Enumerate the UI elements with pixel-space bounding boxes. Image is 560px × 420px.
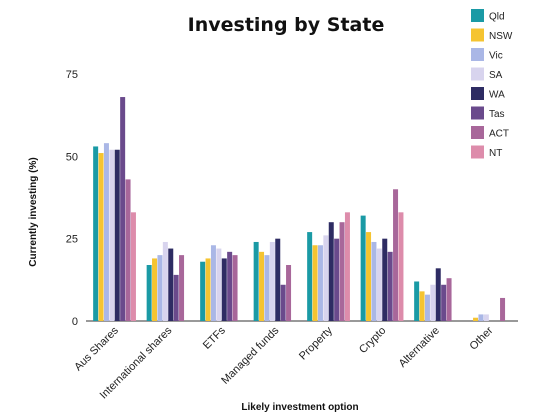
bar-nt-5	[398, 212, 404, 321]
legend-label-qld: Qld	[489, 12, 505, 23]
bar-tas-1	[173, 274, 179, 321]
bar-tas-2	[227, 251, 233, 321]
x-tick-label: Crypto	[357, 325, 388, 356]
bar-sa-4	[323, 235, 329, 321]
y-axis: 0 25 50 75	[66, 69, 78, 328]
legend-swatch-qld	[471, 9, 484, 22]
legend-swatch-nsw	[471, 28, 484, 42]
bar-act-0	[125, 179, 131, 321]
bar-act-7	[500, 297, 506, 321]
bar-wa-3	[275, 238, 281, 321]
bar-tas-6	[441, 284, 447, 321]
bar-qld-6	[414, 281, 420, 321]
y-tick-label: 0	[72, 316, 78, 328]
bar-qld-5	[360, 215, 366, 321]
legend-label-wa: WA	[489, 90, 505, 101]
bar-sa-6	[430, 284, 436, 321]
bar-nsw-0	[98, 153, 104, 321]
legend-swatch-sa	[471, 67, 484, 81]
x-tick-label: Aus Shares	[72, 324, 121, 373]
bar-qld-1	[146, 265, 152, 321]
legend-label-nsw: NSW	[489, 31, 513, 42]
bar-sa-0	[109, 149, 115, 321]
bar-tas-4	[334, 238, 340, 321]
bar-sa-3	[269, 241, 275, 321]
legend-label-vic: Vic	[489, 51, 503, 62]
bar-wa-1	[168, 248, 174, 321]
bar-act-4	[339, 222, 345, 321]
bar-act-2	[232, 255, 238, 321]
bar-qld-0	[93, 146, 99, 321]
bar-nsw-2	[205, 258, 211, 321]
legend-swatch-act	[471, 126, 484, 139]
bar-vic-4	[317, 245, 323, 321]
bar-tas-5	[387, 251, 393, 321]
legend-swatch-wa	[471, 87, 484, 100]
bar-act-5	[393, 189, 399, 321]
legend-label-sa: SA	[489, 70, 503, 81]
legend: Qld NSW Vic SA WA Tas ACT NT	[471, 9, 513, 159]
bar-nt-0	[130, 212, 136, 321]
bar-nsw-6	[419, 291, 425, 321]
chart-title: Investing by State	[188, 14, 385, 36]
bar-vic-3	[264, 255, 270, 321]
bar-sa-1	[162, 241, 168, 321]
legend-swatch-nt	[471, 145, 484, 159]
y-axis-label: Currently investing (%)	[28, 157, 39, 266]
bar-qld-4	[307, 232, 313, 321]
x-tick-label: Property	[297, 324, 335, 362]
x-tick-label: ETFs	[201, 324, 228, 351]
bar-nt-4	[344, 212, 350, 321]
bar-vic-2	[210, 245, 216, 321]
legend-label-act: ACT	[489, 129, 509, 140]
bar-vic-5	[371, 241, 377, 321]
x-tick-label: Alternative	[397, 325, 442, 370]
bar-wa-0	[114, 149, 120, 321]
bar-act-3	[286, 265, 292, 321]
bar-wa-4	[328, 222, 334, 321]
bar-vic-0	[103, 143, 109, 321]
x-tick-label: Other	[467, 324, 495, 352]
bar-act-1	[179, 255, 185, 321]
y-tick-label: 25	[66, 234, 78, 246]
bar-vic-7	[478, 314, 484, 321]
bar-qld-3	[253, 241, 259, 321]
bars	[93, 97, 506, 321]
legend-swatch-tas	[471, 106, 484, 120]
legend-swatch-vic	[471, 48, 484, 61]
bar-wa-6	[435, 268, 441, 321]
bar-nsw-4	[312, 245, 318, 321]
bar-sa-2	[216, 248, 222, 321]
x-axis-label: Likely investment option	[241, 402, 358, 413]
bar-vic-6	[424, 294, 430, 321]
y-tick-label: 50	[66, 151, 78, 163]
bar-tas-0	[120, 97, 126, 321]
bar-vic-1	[157, 255, 163, 321]
x-tick-label: Managed funds	[219, 324, 281, 386]
bar-tas-3	[280, 284, 286, 321]
legend-label-nt: NT	[489, 148, 502, 159]
bar-act-6	[446, 278, 452, 321]
bar-wa-5	[382, 238, 388, 321]
bar-wa-2	[221, 258, 227, 321]
bar-nsw-5	[366, 232, 372, 321]
bar-sa-5	[376, 248, 382, 321]
bar-sa-7	[483, 314, 489, 321]
y-tick-label: 75	[66, 69, 78, 81]
bar-qld-2	[200, 261, 206, 321]
bar-nsw-1	[152, 258, 158, 321]
legend-label-tas: Tas	[489, 109, 505, 120]
bar-nsw-3	[259, 251, 265, 321]
bar-nsw-7	[473, 317, 479, 321]
